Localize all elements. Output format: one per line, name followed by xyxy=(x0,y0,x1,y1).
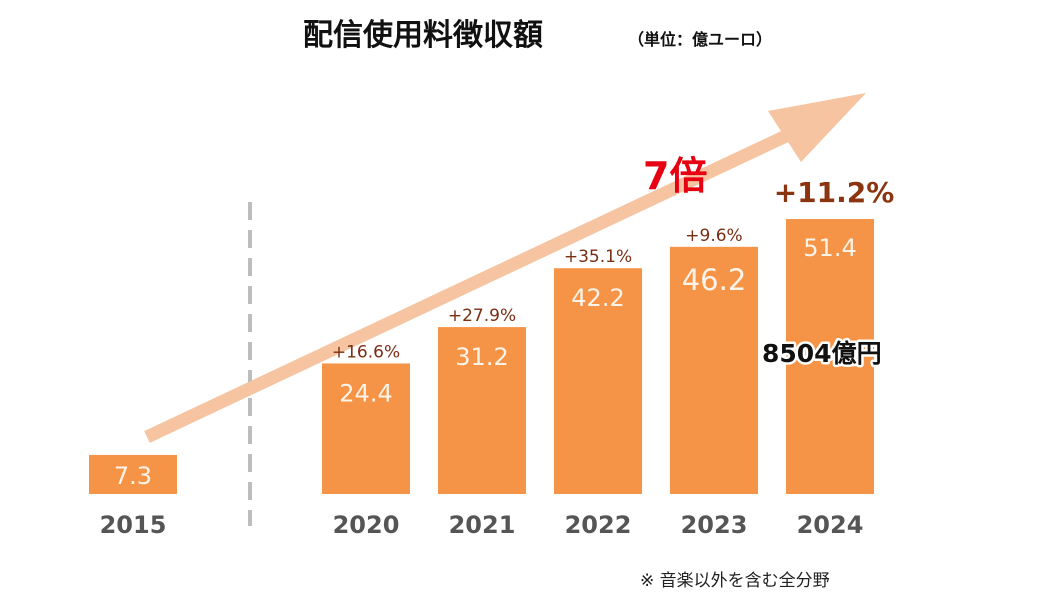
value-label: 31.2 xyxy=(455,343,508,371)
bar-2022 xyxy=(554,268,642,494)
yen-equivalent-annotation: 8504億円 xyxy=(762,339,882,368)
bar-2023 xyxy=(670,246,758,494)
x-tick-label: 2020 xyxy=(333,511,400,539)
bar-2024 xyxy=(786,219,874,494)
growth-label: +27.9% xyxy=(448,306,516,326)
chart-title: 配信使用料徴収額 xyxy=(303,18,543,53)
growth-label: +35.1% xyxy=(564,247,632,267)
growth-label: +16.6% xyxy=(332,342,400,362)
unit-label: （単位：億ユーロ） xyxy=(628,30,773,49)
x-tick-label: 2022 xyxy=(565,511,632,539)
x-tick-label: 2015 xyxy=(100,511,167,539)
value-label: 51.4 xyxy=(803,234,856,262)
growth-label: +11.2% xyxy=(774,176,895,209)
x-tick-label: 2023 xyxy=(681,511,748,539)
bar-2021 xyxy=(438,327,526,494)
growth-arrow-head xyxy=(768,93,866,162)
value-label: 7.3 xyxy=(114,462,152,490)
value-label: 42.2 xyxy=(571,284,624,312)
value-label: 24.4 xyxy=(339,379,392,407)
growth-arrow-shaft xyxy=(144,121,808,443)
x-tick-label: 2021 xyxy=(449,511,516,539)
bar-2020 xyxy=(322,363,410,494)
footnote: ※ 音楽以外を含む全分野 xyxy=(640,571,830,591)
growth-label: +9.6% xyxy=(685,226,742,246)
value-label: 46.2 xyxy=(682,263,747,297)
multiplier-annotation: 7倍 xyxy=(643,154,707,198)
x-tick-label: 2024 xyxy=(797,511,864,539)
bar-2015 xyxy=(89,454,177,494)
